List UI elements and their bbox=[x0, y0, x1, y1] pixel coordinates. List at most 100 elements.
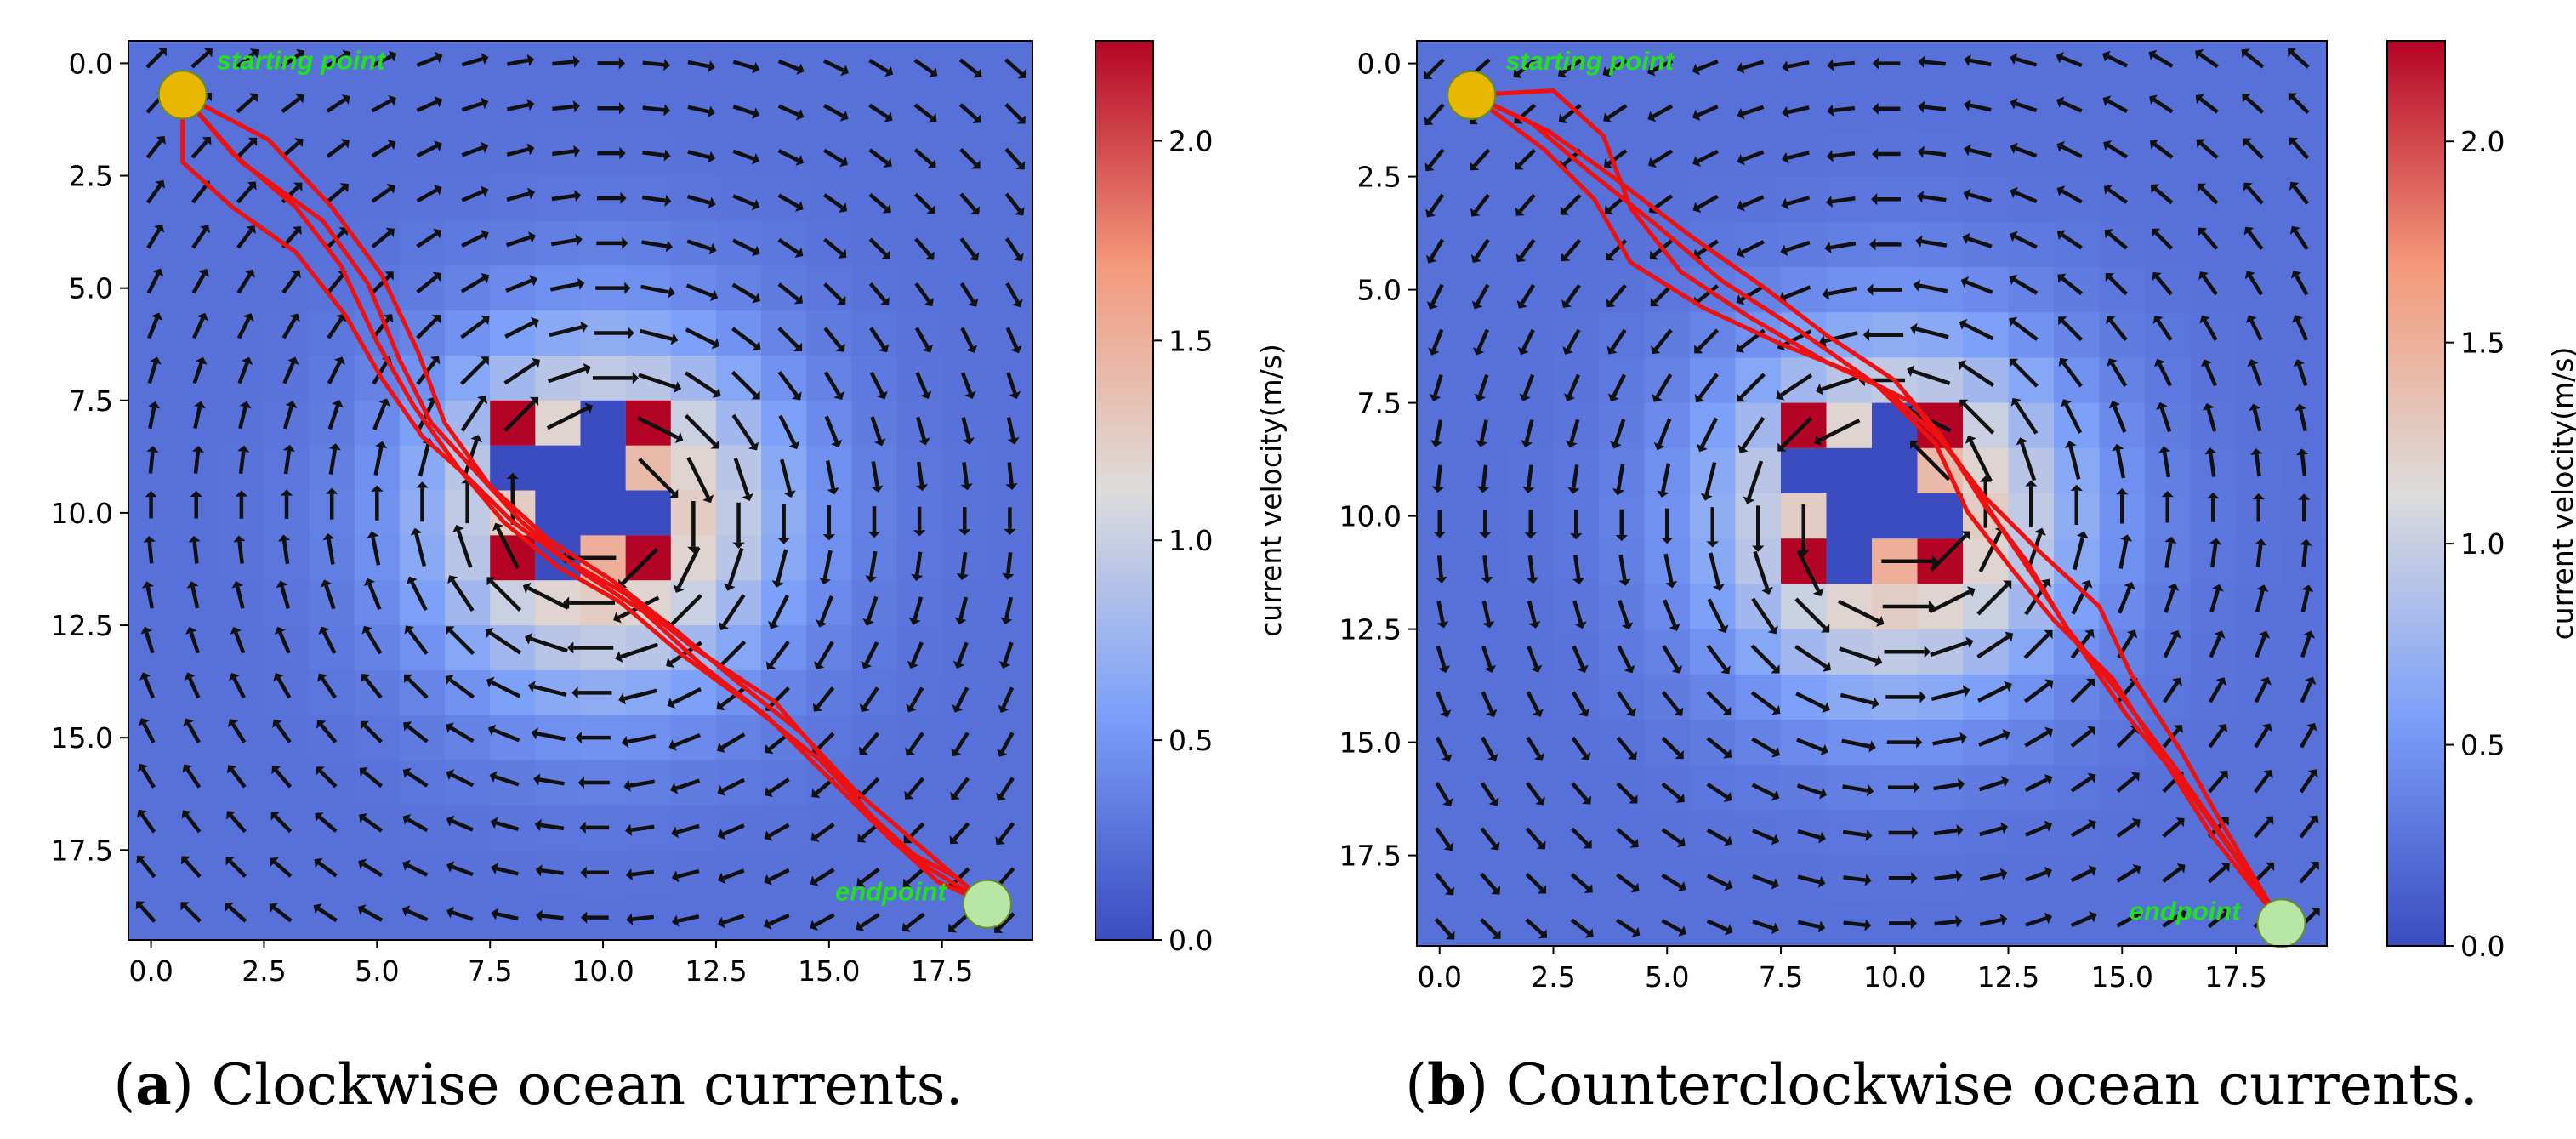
current-arrow-head bbox=[1677, 881, 1686, 892]
current-arrow-head bbox=[1782, 151, 1789, 164]
start-marker bbox=[157, 70, 208, 120]
current-arrow bbox=[823, 148, 844, 163]
current-arrow bbox=[146, 273, 160, 294]
current-arrow bbox=[2070, 868, 2092, 883]
current-arrow bbox=[2299, 864, 2317, 884]
current-arrow-head bbox=[1558, 67, 1567, 78]
current-arrow-head bbox=[929, 67, 938, 77]
current-arrow-head bbox=[416, 481, 429, 488]
current-arrow-head bbox=[1872, 102, 1879, 115]
current-arrow bbox=[141, 767, 156, 789]
current-arrow-head bbox=[884, 65, 894, 77]
current-arrow-head bbox=[1916, 191, 1925, 203]
current-arrow-head bbox=[924, 297, 935, 307]
current-arrow bbox=[1480, 918, 1498, 937]
current-arrow-head bbox=[2150, 184, 2160, 194]
current-arrow-head bbox=[375, 441, 388, 449]
current-arrow bbox=[461, 101, 484, 112]
current-arrow bbox=[1979, 826, 2003, 837]
current-arrow-head bbox=[1706, 541, 1719, 548]
current-arrow bbox=[371, 274, 391, 294]
current-arrow-head bbox=[751, 153, 760, 165]
current-arrow bbox=[962, 462, 969, 485]
current-arrow bbox=[1794, 597, 1827, 629]
current-arrow-head bbox=[185, 626, 197, 635]
current-arrow-head bbox=[856, 877, 866, 887]
current-arrow-head bbox=[810, 875, 819, 886]
current-arrow-head bbox=[2149, 139, 2159, 150]
current-arrow-head bbox=[673, 584, 685, 593]
current-arrow bbox=[2255, 589, 2265, 613]
current-arrow bbox=[1833, 105, 1856, 113]
current-arrow bbox=[677, 914, 700, 923]
current-arrow bbox=[2116, 775, 2136, 793]
current-arrow bbox=[825, 460, 835, 489]
current-arrow-head bbox=[1752, 545, 1765, 552]
current-arrow bbox=[230, 768, 247, 789]
current-arrow bbox=[677, 868, 700, 879]
current-arrow bbox=[952, 867, 970, 886]
current-arrow-head bbox=[926, 205, 935, 214]
current-arrow-head bbox=[1615, 534, 1628, 542]
current-arrow bbox=[371, 231, 391, 248]
current-arrow bbox=[823, 282, 843, 302]
current-arrow bbox=[1797, 829, 1821, 840]
current-arrow bbox=[957, 641, 969, 664]
current-arrow-head bbox=[139, 672, 151, 681]
current-arrow-head bbox=[716, 742, 725, 753]
heatmap-cell bbox=[1826, 538, 1873, 585]
current-arrow bbox=[327, 538, 335, 565]
current-arrow bbox=[416, 317, 438, 339]
current-arrow bbox=[1978, 779, 2004, 792]
current-arrow-head bbox=[228, 672, 240, 681]
current-arrow-head bbox=[1436, 621, 1449, 629]
current-arrow bbox=[861, 777, 880, 796]
current-arrow-head bbox=[1782, 60, 1789, 73]
current-arrow-head bbox=[618, 102, 626, 115]
current-arrow bbox=[407, 772, 429, 788]
current-arrow bbox=[908, 732, 924, 752]
current-arrow bbox=[1428, 148, 1445, 168]
current-arrow bbox=[460, 399, 484, 432]
current-arrow bbox=[551, 193, 576, 202]
current-arrow bbox=[1706, 919, 1728, 932]
current-arrow-head bbox=[2009, 316, 2018, 327]
current-arrow-head bbox=[1490, 841, 1500, 851]
current-arrow bbox=[193, 407, 202, 430]
current-arrow-head bbox=[924, 251, 935, 260]
current-arrow bbox=[860, 867, 880, 884]
current-arrow-head bbox=[927, 158, 936, 168]
current-arrow-head bbox=[1818, 831, 1827, 844]
current-arrow bbox=[906, 912, 925, 929]
current-arrow-head bbox=[2044, 912, 2053, 925]
x-tick-label: 12.5 bbox=[1977, 960, 2039, 994]
current-arrow-head bbox=[911, 573, 924, 581]
current-arrow-head bbox=[157, 48, 167, 57]
current-arrow bbox=[2070, 823, 2092, 838]
current-arrow bbox=[1527, 555, 1535, 578]
current-arrow-head bbox=[2105, 273, 2114, 282]
current-arrow bbox=[1976, 635, 2010, 659]
current-arrow bbox=[686, 456, 710, 498]
current-arrow-head bbox=[708, 242, 717, 255]
current-arrow bbox=[1707, 598, 1726, 629]
current-arrow-head bbox=[1607, 393, 1619, 402]
current-arrow bbox=[505, 235, 531, 248]
current-arrow-head bbox=[871, 485, 884, 493]
current-arrow-head bbox=[2265, 862, 2275, 872]
current-arrow bbox=[1480, 872, 1498, 891]
current-arrow-head bbox=[1481, 576, 1493, 584]
current-arrow bbox=[630, 824, 655, 832]
current-arrow bbox=[1780, 416, 1813, 449]
current-arrow-head bbox=[1866, 784, 1874, 797]
current-arrow bbox=[1833, 60, 1856, 67]
current-arrow-head bbox=[1737, 200, 1745, 212]
current-arrow-head bbox=[2010, 53, 2018, 65]
heatmap-cell bbox=[580, 445, 627, 492]
current-arrow-head bbox=[859, 703, 870, 713]
current-arrow-head bbox=[1918, 55, 1925, 68]
current-arrow-head bbox=[2204, 447, 2217, 455]
current-arrow-head bbox=[1618, 578, 1631, 586]
y-tick-label: 2.5 bbox=[1357, 161, 1402, 194]
current-arrow-head bbox=[625, 868, 633, 881]
